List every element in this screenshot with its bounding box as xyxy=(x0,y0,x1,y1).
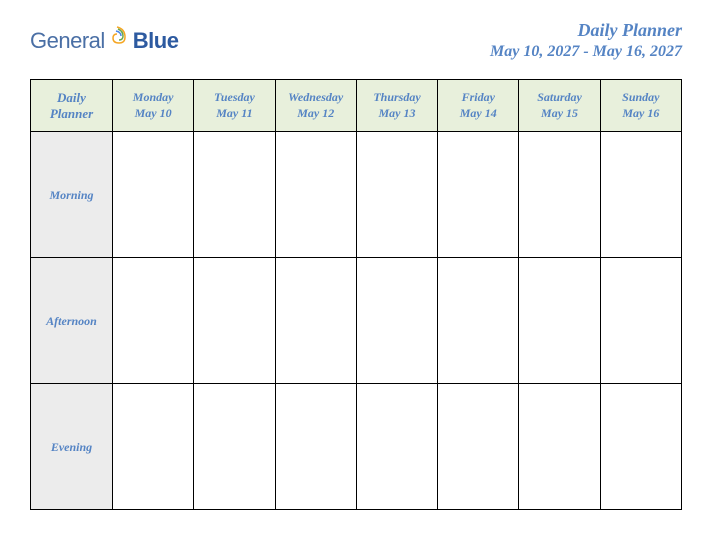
cell-mon-afternoon[interactable] xyxy=(113,258,194,384)
cell-sat-afternoon[interactable] xyxy=(519,258,600,384)
cell-tue-evening[interactable] xyxy=(194,384,275,510)
cell-sun-evening[interactable] xyxy=(600,384,681,510)
cell-tue-afternoon[interactable] xyxy=(194,258,275,384)
cell-sun-morning[interactable] xyxy=(600,132,681,258)
day-header-fri: Friday May 14 xyxy=(438,80,519,132)
corner-label-1: Daily xyxy=(35,90,108,106)
date-range: May 10, 2027 - May 16, 2027 xyxy=(490,43,682,61)
cell-mon-evening[interactable] xyxy=(113,384,194,510)
cell-thu-morning[interactable] xyxy=(356,132,437,258)
day-name: Thursday xyxy=(361,90,433,106)
day-date: May 16 xyxy=(605,106,677,122)
day-name: Friday xyxy=(442,90,514,106)
logo-swirl-icon xyxy=(103,21,131,49)
cell-fri-afternoon[interactable] xyxy=(438,258,519,384)
evening-row: Evening xyxy=(31,384,682,510)
cell-wed-evening[interactable] xyxy=(275,384,356,510)
time-label: Afternoon xyxy=(46,314,97,328)
header: General Blue Daily Planner May 10, 2027 … xyxy=(30,20,682,61)
day-header-mon: Monday May 10 xyxy=(113,80,194,132)
cell-wed-morning[interactable] xyxy=(275,132,356,258)
day-header-sat: Saturday May 15 xyxy=(519,80,600,132)
day-name: Wednesday xyxy=(280,90,352,106)
day-date: May 10 xyxy=(117,106,189,122)
day-header-wed: Wednesday May 12 xyxy=(275,80,356,132)
corner-label-2: Planner xyxy=(35,106,108,122)
time-label-evening: Evening xyxy=(31,384,113,510)
day-name: Sunday xyxy=(605,90,677,106)
cell-sat-morning[interactable] xyxy=(519,132,600,258)
day-date: May 14 xyxy=(442,106,514,122)
page-title: Daily Planner xyxy=(490,20,682,41)
cell-wed-afternoon[interactable] xyxy=(275,258,356,384)
time-label: Evening xyxy=(51,440,92,454)
corner-cell: Daily Planner xyxy=(31,80,113,132)
cell-fri-evening[interactable] xyxy=(438,384,519,510)
cell-fri-morning[interactable] xyxy=(438,132,519,258)
day-name: Tuesday xyxy=(198,90,270,106)
cell-mon-morning[interactable] xyxy=(113,132,194,258)
day-date: May 11 xyxy=(198,106,270,122)
day-date: May 13 xyxy=(361,106,433,122)
day-header-thu: Thursday May 13 xyxy=(356,80,437,132)
day-name: Saturday xyxy=(523,90,595,106)
day-header-sun: Sunday May 16 xyxy=(600,80,681,132)
planner-table: Daily Planner Monday May 10 Tuesday May … xyxy=(30,79,682,510)
day-date: May 12 xyxy=(280,106,352,122)
logo-text-blue: Blue xyxy=(133,28,179,54)
time-label-afternoon: Afternoon xyxy=(31,258,113,384)
cell-thu-evening[interactable] xyxy=(356,384,437,510)
day-name: Monday xyxy=(117,90,189,106)
time-label-morning: Morning xyxy=(31,132,113,258)
header-row: Daily Planner Monday May 10 Tuesday May … xyxy=(31,80,682,132)
time-label: Morning xyxy=(49,188,93,202)
cell-sun-afternoon[interactable] xyxy=(600,258,681,384)
afternoon-row: Afternoon xyxy=(31,258,682,384)
day-header-tue: Tuesday May 11 xyxy=(194,80,275,132)
logo: General Blue xyxy=(30,28,178,54)
cell-tue-morning[interactable] xyxy=(194,132,275,258)
title-block: Daily Planner May 10, 2027 - May 16, 202… xyxy=(490,20,682,61)
day-date: May 15 xyxy=(523,106,595,122)
cell-sat-evening[interactable] xyxy=(519,384,600,510)
logo-text-general: General xyxy=(30,28,105,54)
cell-thu-afternoon[interactable] xyxy=(356,258,437,384)
morning-row: Morning xyxy=(31,132,682,258)
